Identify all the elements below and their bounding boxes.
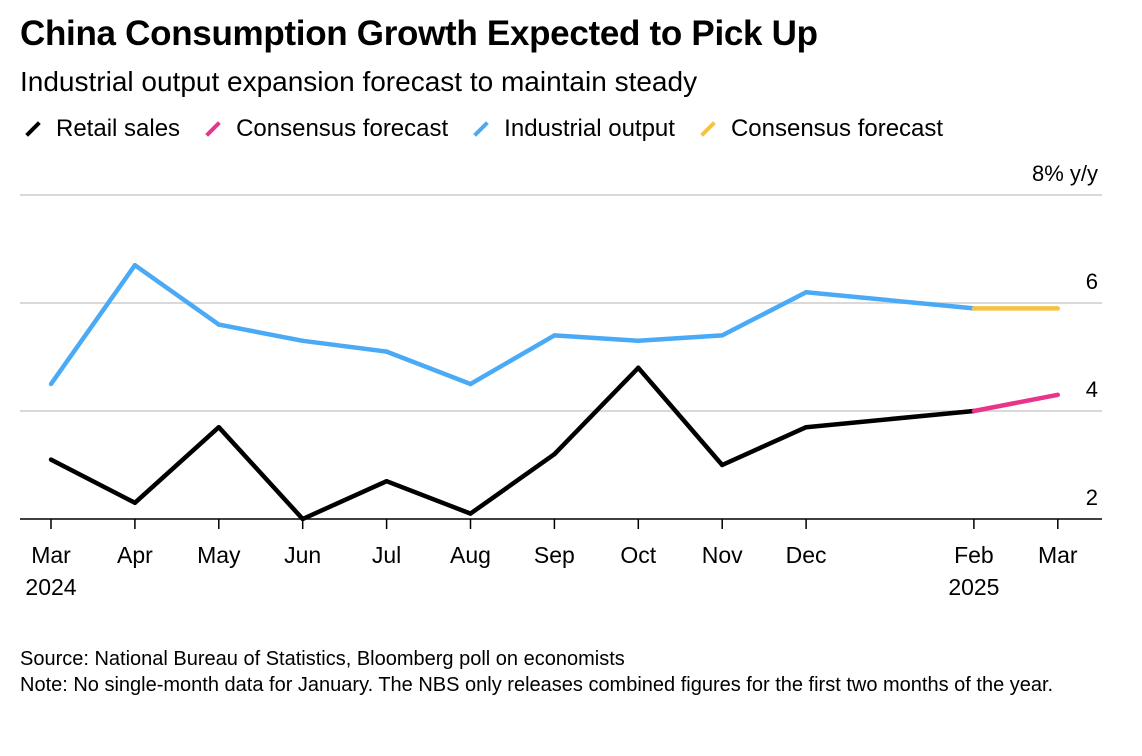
x-tick-label-2024-03: Mar	[31, 542, 71, 568]
x-tick-label-2025-03: Mar	[1038, 542, 1078, 568]
legend-swatch-retail-sales	[25, 121, 41, 137]
data-point-industrial-output-2024-10	[636, 338, 641, 343]
legend-item-retail-sales: Retail sales	[20, 115, 180, 143]
data-point-consensus-forecast-2025-03	[1055, 392, 1061, 397]
x-tick-label-2024-05: May	[197, 542, 241, 568]
legend-swatch-industrial-forecast	[700, 121, 716, 137]
x-tick-label-2024-09: Sep	[534, 542, 575, 568]
data-point-retail-sales-2024-11	[720, 462, 725, 468]
legend-label-retail-sales: Retail sales	[56, 115, 181, 142]
legend-item-industrial-forecast: Consensus forecast	[695, 115, 943, 143]
series-line-industrial-output-2	[49, 262, 975, 387]
legend-item-retail-forecast: Consensus forecast	[200, 115, 448, 143]
y-tick-label-6: 6	[1086, 269, 1098, 294]
data-point-retail-sales-2024-07	[384, 479, 389, 484]
x-tick-label-2024-04: Apr	[117, 542, 153, 568]
x-tick-label-2025-02-year: 2025	[948, 574, 999, 600]
data-point-consensus-forecast-2025-02	[971, 408, 977, 414]
chart-legend: Retail sales Consensus forecast Industri…	[20, 114, 963, 144]
legend-label-industrial-output: Industrial output	[504, 115, 675, 142]
x-tick-label-2024-11: Nov	[702, 542, 743, 568]
data-point-industrial-output-2024-08	[468, 381, 473, 387]
legend-swatch-retail-forecast	[205, 121, 221, 137]
chart-title: China Consumption Growth Expected to Pic…	[20, 14, 818, 53]
data-point-industrial-output-2024-04	[132, 263, 138, 268]
series-line-retail-sales-0	[49, 365, 975, 522]
x-tick-label-2024-10: Oct	[620, 542, 656, 568]
data-point-industrial-output-2024-05	[216, 322, 221, 327]
line-chart: 8% y/y 6 4 2 Mar 2024 Apr May Jun Jul Aug Sep Oct Nov…	[20, 161, 1102, 600]
data-point-industrial-output-2024-03	[48, 381, 54, 387]
data-point-industrial-output-2024-11	[720, 333, 725, 338]
y-tick-label-4: 4	[1086, 377, 1098, 402]
data-point-retail-sales-2024-12	[803, 425, 809, 430]
x-tick-label-2024-07: Jul	[372, 542, 401, 568]
data-point-retail-sales-2024-03	[48, 457, 54, 462]
legend-label-retail-forecast: Consensus forecast	[236, 115, 449, 142]
x-tick-label-2024-03-year: 2024	[25, 574, 76, 600]
series-line-consensus-forecast-1	[973, 392, 1059, 414]
data-point-industrial-output-2024-09	[552, 333, 557, 338]
x-tick-label-2024-12: Dec	[786, 542, 827, 568]
legend-label-industrial-forecast: Consensus forecast	[730, 115, 944, 142]
data-point-retail-sales-2024-10	[636, 365, 641, 370]
data-point-retail-sales-2024-06	[300, 516, 305, 522]
data-point-industrial-output-2024-12	[803, 290, 809, 295]
legend-item-industrial-output: Industrial output	[468, 115, 675, 143]
data-point-retail-sales-2024-08	[468, 511, 473, 516]
x-tick-label-2024-06: Jun	[284, 542, 321, 568]
chart-footer: Source: National Bureau of Statistics, B…	[20, 646, 1120, 698]
source-note: Source: National Bureau of Statistics, B…	[20, 648, 625, 670]
data-point-retail-sales-2024-04	[132, 500, 138, 505]
x-tick-label-2025-02: Feb	[954, 542, 994, 568]
data-point-retail-sales-2024-05	[216, 425, 221, 430]
data-point-retail-sales-2024-09	[552, 452, 557, 457]
data-point-industrial-output-2024-07	[384, 349, 389, 354]
chart-subtitle: Industrial output expansion forecast to …	[20, 66, 698, 97]
footnote: Note: No single-month data for January. …	[20, 674, 1054, 696]
y-tick-label-2: 2	[1086, 485, 1098, 510]
data-point-consensus-forecast-2025-02	[971, 306, 977, 311]
data-point-industrial-output-2024-06	[300, 338, 305, 343]
y-tick-label-8: 8% y/y	[1032, 161, 1098, 186]
data-point-consensus-forecast-2025-03	[1055, 306, 1061, 311]
x-tick-label-2024-08: Aug	[450, 542, 491, 568]
legend-swatch-industrial-output	[473, 121, 489, 137]
